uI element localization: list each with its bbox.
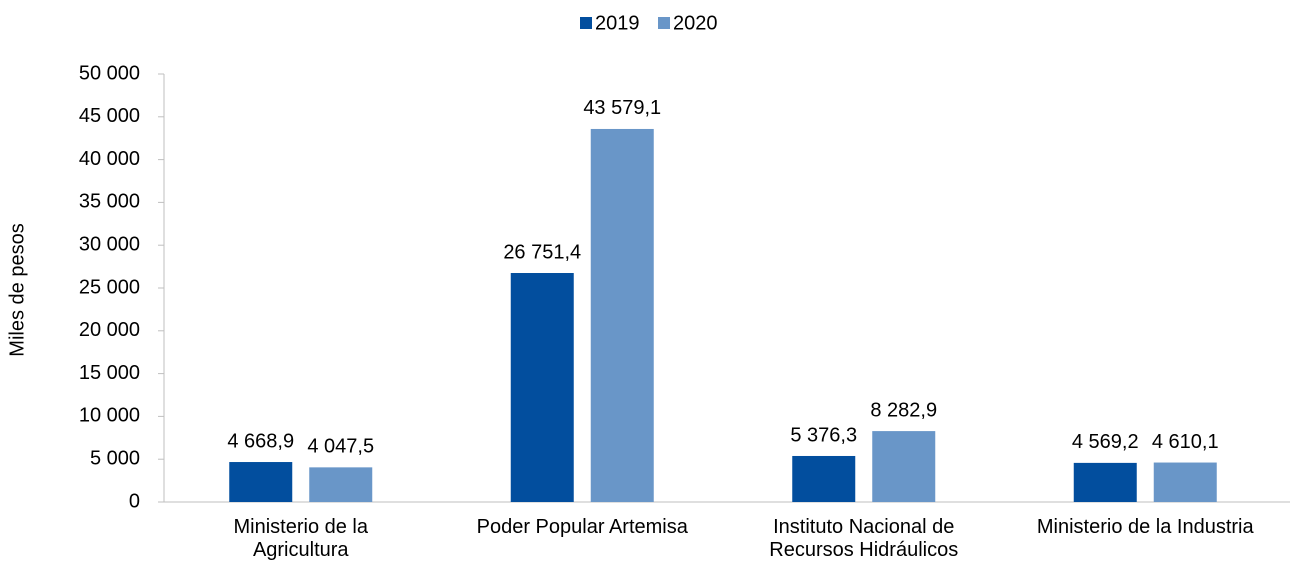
data-label: 5 376,3 (790, 424, 857, 446)
y-tick-label: 50 000 (79, 62, 140, 84)
y-tick-label: 45 000 (79, 105, 140, 127)
y-tick-label: 25 000 (79, 276, 140, 298)
y-tick-label: 30 000 (79, 233, 140, 255)
y-tick-label: 20 000 (79, 319, 140, 341)
bar (1073, 462, 1137, 502)
x-tick-label: Ministerio de la Industria (1036, 516, 1254, 538)
legend-swatch (580, 17, 592, 29)
data-label: 26 751,4 (503, 241, 581, 263)
y-tick-label: 10 000 (79, 405, 140, 427)
bar (792, 455, 856, 502)
y-tick-label: 15 000 (79, 362, 140, 384)
bar (1153, 462, 1217, 502)
y-axis-label: Miles de pesos (6, 223, 28, 356)
bar (309, 467, 373, 502)
y-tick-label: 35 000 (79, 191, 140, 213)
data-label: 8 282,9 (870, 399, 937, 421)
y-tick-label: 0 (129, 490, 140, 512)
data-label: 4 610,1 (1152, 431, 1219, 453)
legend-swatch (658, 17, 670, 29)
x-tick-label: Poder Popular Artemisa (476, 516, 688, 538)
bar (872, 431, 936, 502)
legend-label: 2020 (673, 12, 718, 34)
bar (510, 273, 574, 502)
x-tick-label: Ministerio de la Agricultura (233, 516, 368, 561)
data-label: 4 569,2 (1072, 431, 1139, 453)
bar (590, 128, 654, 503)
y-tick-label: 40 000 (79, 148, 140, 170)
x-tick-label: Instituto Nacional de Recursos Hidráulic… (769, 516, 959, 561)
data-label: 4 668,9 (227, 430, 294, 452)
legend-label: 2019 (595, 12, 640, 34)
data-label: 43 579,1 (583, 97, 661, 119)
bar (229, 462, 293, 502)
data-label: 4 047,5 (307, 436, 374, 458)
y-tick-label: 5 000 (90, 447, 140, 469)
